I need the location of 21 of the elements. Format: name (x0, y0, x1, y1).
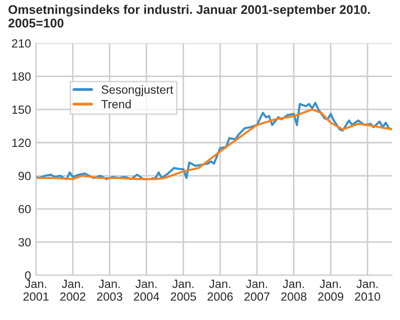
y-tick-label: 120 (12, 138, 31, 148)
y-tick-label: 90 (18, 172, 31, 180)
y-tick-label: 60 (18, 204, 31, 214)
x-tick-label: Jan. 2006 (208, 280, 233, 301)
x-tick-label: Jan. 2009 (318, 280, 344, 301)
y-tick-label: 0 (25, 271, 31, 280)
y-tick-label: 180 (12, 72, 31, 81)
x-tick-label: Jan. 2008 (281, 280, 306, 301)
x-tick-label: Jan. 2010 (354, 280, 380, 301)
y-tick-label: 30 (18, 238, 31, 246)
x-tick-label: Jan. 2001 (23, 280, 49, 301)
y-tick-label: 210 (12, 39, 31, 48)
legend-label: Sesongjustert (102, 85, 174, 96)
x-tick-label: Jan. 2005 (170, 280, 196, 301)
x-tick-label: Jan. 2003 (97, 280, 122, 301)
x-tick-label: Jan. 2007 (244, 280, 270, 301)
x-tick-label: Jan. 2004 (134, 280, 160, 301)
x-tick-label: Jan. 2002 (60, 280, 86, 301)
chart-title: Omsetningsindeks for industri. Januar 2001-september 2010. 2005=100 (8, 4, 370, 28)
legend-label: Trend (101, 100, 131, 108)
y-tick-label: 150 (12, 106, 31, 114)
